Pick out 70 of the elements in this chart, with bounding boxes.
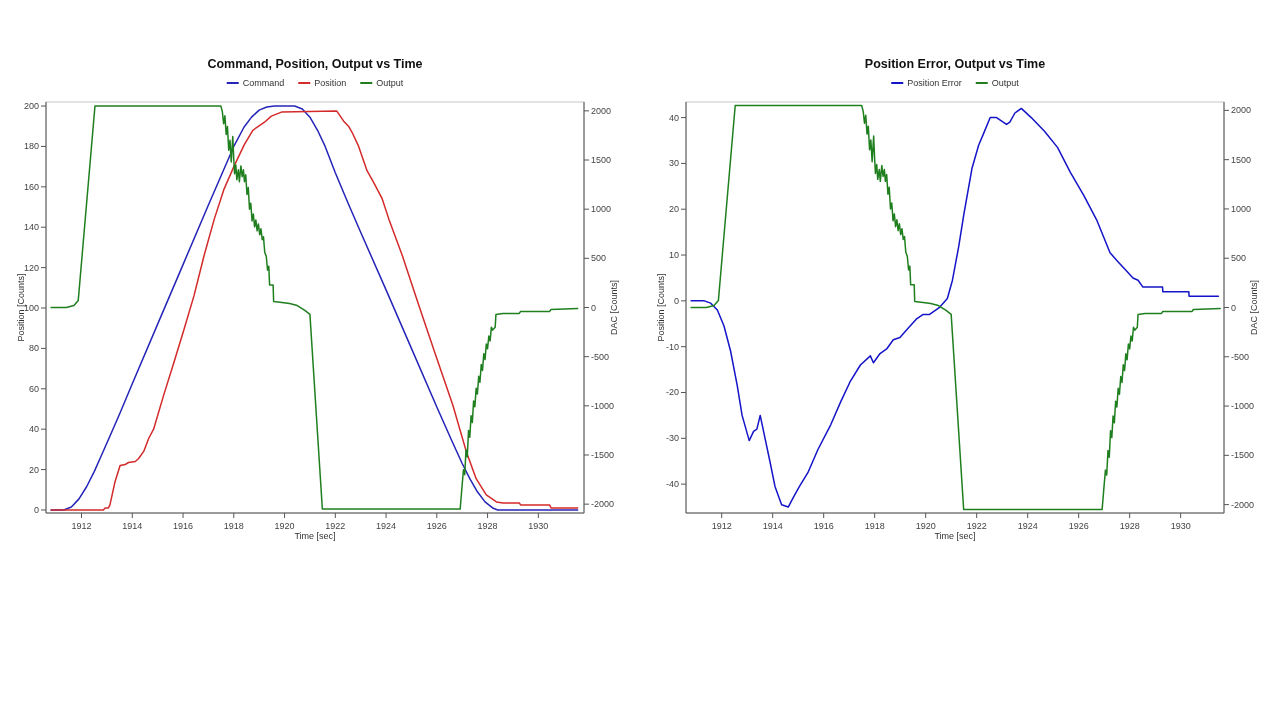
y2-tick-label: -500: [1231, 351, 1250, 362]
x-tick-label: 1926: [426, 521, 447, 531]
legend-label: Position Error: [907, 78, 962, 88]
y-tick-label: 0: [33, 504, 39, 515]
y2-tick-label: -500: [591, 351, 610, 362]
y2-axis-title: DAC [Counts]: [1249, 279, 1259, 336]
y2-tick-label: -1000: [1231, 401, 1255, 412]
y-tick-label: 160: [23, 181, 39, 192]
y-axis-title: Position [Counts]: [16, 273, 26, 342]
x-tick-label: 1912: [71, 521, 92, 531]
chart-title: Position Error, Output vs Time: [864, 57, 1046, 71]
x-tick-label: 1928: [477, 521, 498, 531]
y-tick-label: 40: [668, 112, 679, 123]
legend-label: Command: [242, 78, 285, 88]
x-tick-label: 1922: [966, 521, 987, 531]
y-tick-label: 140: [23, 222, 39, 233]
y-tick-label: 30: [668, 158, 679, 169]
y2-tick-label: -1500: [1231, 450, 1255, 461]
x-tick-label: 1916: [813, 521, 834, 531]
x-tick-label: 1930: [1170, 521, 1191, 531]
y-tick-label: 0: [673, 295, 679, 306]
y-tick-label: 200: [23, 101, 39, 112]
y-tick-label: 20: [668, 204, 679, 215]
x-tick-label: 1914: [762, 521, 783, 531]
x-tick-label: 1930: [528, 521, 549, 531]
y2-tick-label: 1500: [1231, 154, 1252, 165]
y-tick-label: -10: [665, 341, 679, 352]
y2-tick-label: -2000: [591, 499, 615, 510]
x-tick-label: 1918: [223, 521, 244, 531]
x-axis-title: Time [sec]: [294, 531, 336, 541]
y2-tick-label: 2000: [591, 105, 612, 116]
y-tick-label: 60: [28, 383, 39, 394]
y-tick-label: -40: [665, 479, 679, 490]
y2-tick-label: -1500: [591, 449, 615, 460]
x-tick-label: 1924: [376, 521, 397, 531]
y-axis-title: Position [Counts]: [656, 273, 666, 342]
y-tick-label: -20: [665, 387, 679, 398]
y2-tick-label: -2000: [1231, 499, 1255, 510]
y2-tick-label: 500: [591, 253, 607, 264]
y2-tick-label: 2000: [1231, 105, 1252, 116]
x-tick-label: 1924: [1017, 521, 1038, 531]
x-tick-label: 1912: [711, 521, 732, 531]
chart-title: Command, Position, Output vs Time: [207, 57, 423, 71]
x-tick-label: 1920: [915, 521, 936, 531]
x-tick-label: 1926: [1068, 521, 1089, 531]
y-tick-label: -30: [665, 433, 679, 444]
x-tick-label: 1918: [864, 521, 885, 531]
y-tick-label: 40: [28, 424, 39, 435]
x-tick-label: 1928: [1119, 521, 1140, 531]
legend-label: Output: [991, 78, 1020, 88]
y2-axis-title: DAC [Counts]: [609, 279, 619, 336]
y-tick-label: 180: [23, 141, 39, 152]
y2-tick-label: 0: [591, 302, 597, 313]
x-axis-title: Time [sec]: [934, 531, 976, 541]
y-tick-label: 80: [28, 343, 39, 354]
x-tick-label: 1920: [274, 521, 295, 531]
y-tick-label: 120: [23, 262, 39, 273]
x-tick-label: 1914: [122, 521, 143, 531]
y2-tick-label: 1000: [591, 204, 612, 215]
y2-tick-label: 0: [1231, 302, 1237, 313]
x-tick-label: 1922: [325, 521, 346, 531]
y-tick-label: 20: [28, 464, 39, 475]
y2-tick-label: 500: [1231, 253, 1247, 264]
y-tick-label: 10: [668, 250, 679, 261]
legend-label: Position: [314, 78, 347, 88]
y2-tick-label: -1000: [591, 400, 615, 411]
x-tick-label: 1916: [173, 521, 194, 531]
legend-label: Output: [376, 78, 404, 88]
y2-tick-label: 1500: [591, 155, 612, 166]
y2-tick-label: 1000: [1231, 203, 1252, 214]
